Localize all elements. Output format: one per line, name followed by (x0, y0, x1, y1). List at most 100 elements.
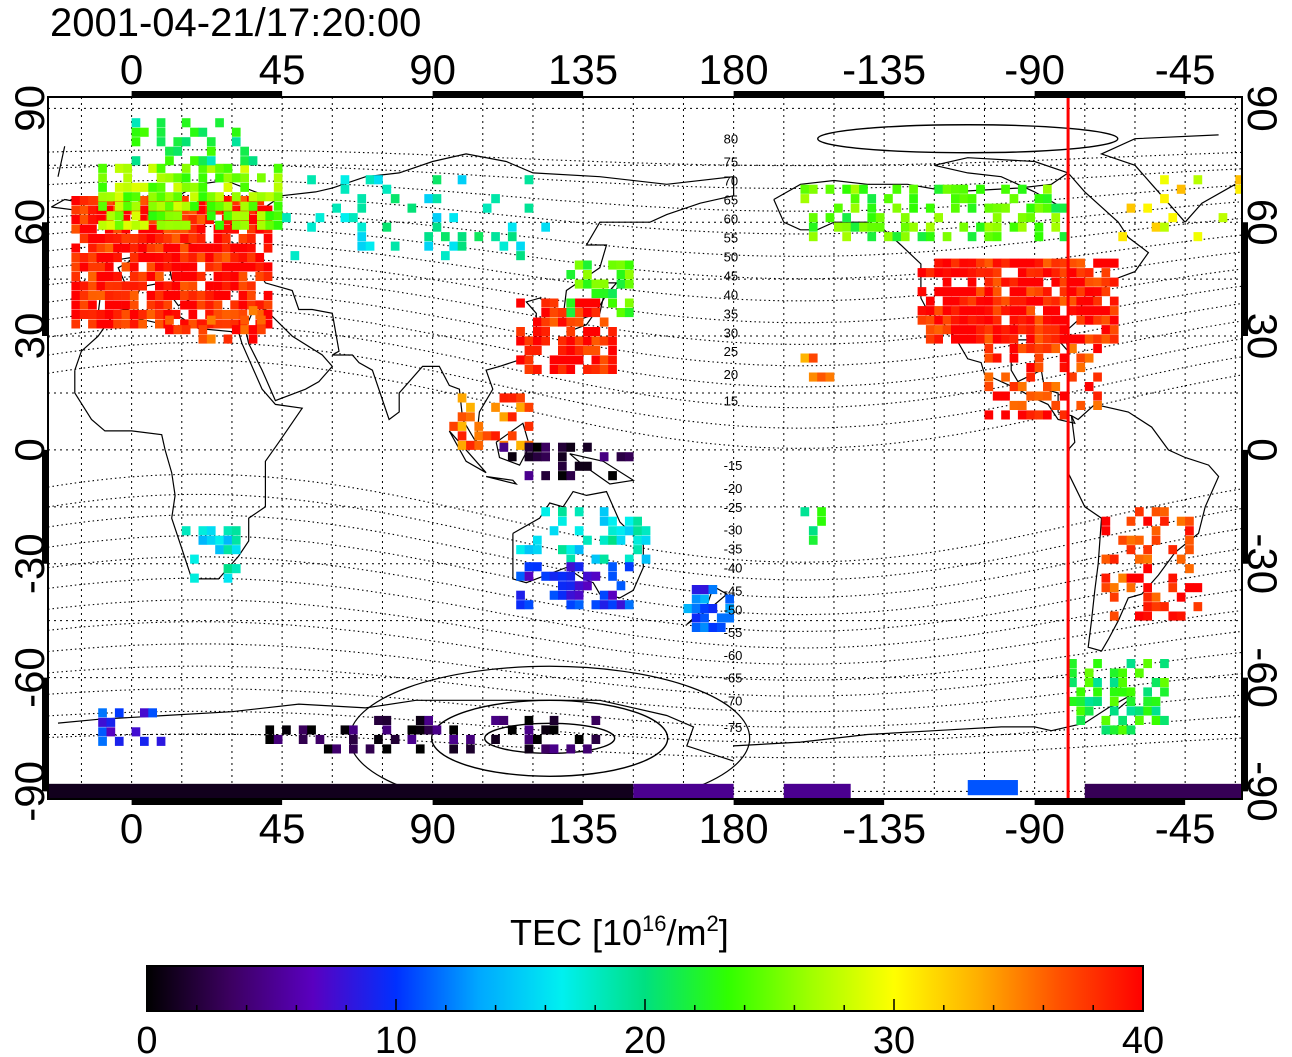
tec-cell (1101, 583, 1111, 593)
tec-cell (984, 203, 994, 213)
tec-cell (1009, 258, 1019, 268)
tec-cell (474, 431, 484, 441)
tec-cell (240, 220, 249, 230)
tec-cell (79, 215, 89, 225)
tec-cell (1109, 554, 1119, 564)
tec-cell (1076, 400, 1086, 410)
tec-cell (1109, 611, 1119, 621)
tec-cell (240, 173, 249, 183)
tec-cell (357, 241, 367, 251)
tec-cell (1143, 602, 1152, 612)
tec-cell (181, 220, 191, 230)
tec-cell (992, 287, 1002, 297)
tec-cell (992, 325, 1002, 335)
tec-strip (48, 783, 634, 799)
tec-cell (992, 296, 1002, 306)
tec-cell (221, 243, 231, 253)
contour-label: 65 (724, 192, 738, 207)
tec-cell (123, 220, 132, 230)
tec-cell (992, 277, 1002, 287)
tec-cell (1118, 725, 1127, 735)
tec-cell (1051, 382, 1061, 392)
tec-cell (608, 526, 617, 536)
colorbar-tick-label: 30 (873, 1020, 915, 1057)
tec-cell (180, 243, 189, 253)
tec-cell (131, 211, 141, 221)
tec-cell (449, 421, 458, 431)
tec-cell (79, 205, 89, 215)
tec-cell (541, 308, 550, 318)
tec-cell (1109, 696, 1119, 706)
tec-cell (263, 271, 273, 281)
tec-cell (146, 243, 156, 253)
tec-cell (1059, 232, 1069, 242)
tec-cell (700, 604, 709, 614)
tec-cell (263, 319, 273, 329)
tec-cell (1026, 363, 1035, 373)
tec-cell (1101, 725, 1111, 735)
tec-cell (96, 290, 106, 300)
tec-cell (976, 287, 985, 297)
tec-cell (138, 215, 147, 225)
tec-cell (114, 201, 124, 211)
tec-cell (808, 526, 818, 536)
tec-cell (624, 600, 634, 610)
tec-cell (163, 290, 173, 300)
tec-cell (156, 118, 166, 128)
tec-cell (206, 334, 216, 344)
tec-cell (121, 319, 131, 329)
tec-cell (1143, 706, 1152, 716)
tec-cell (541, 336, 550, 346)
tec-cell (96, 319, 106, 329)
tec-cell (1043, 344, 1052, 354)
tec-cell (1101, 715, 1111, 725)
tec-cell (976, 315, 985, 325)
tec-cell (591, 554, 601, 564)
tec-cell (415, 725, 425, 735)
tec-cell (407, 203, 417, 213)
tec-cell (1068, 372, 1077, 382)
tec-cell (148, 211, 157, 221)
tec-cell (106, 717, 116, 727)
tec-cell (148, 201, 157, 211)
tec-cell (959, 268, 969, 278)
tec-cell (415, 715, 425, 725)
tec-cell (1135, 668, 1144, 678)
tec-cell (574, 355, 584, 365)
tec-cell (221, 281, 231, 291)
contour-label: 60 (724, 211, 738, 226)
tec-cell (616, 308, 626, 318)
tec-cell (156, 127, 166, 137)
tec-cell (616, 581, 626, 591)
tec-cell (1160, 222, 1169, 232)
tec-cell (507, 222, 517, 232)
tec-cell (1034, 353, 1044, 363)
tec-cell (934, 184, 943, 194)
tec-cell (917, 287, 927, 297)
tec-cell (138, 281, 147, 291)
tec-cell (808, 232, 818, 242)
tec-cell (221, 262, 231, 272)
tec-cell (591, 336, 601, 346)
tec-cell (951, 296, 960, 306)
tec-cell (1185, 526, 1194, 536)
tec-cell (156, 173, 166, 183)
tec-cell (1043, 391, 1052, 401)
tec-cell (121, 281, 131, 291)
tec-cell (909, 194, 918, 204)
tec-cell (934, 268, 943, 278)
tec-cell (263, 205, 273, 215)
tec-cell (566, 554, 576, 564)
tec-cell (1143, 554, 1152, 564)
tec-cell (223, 334, 233, 344)
tec-cell (374, 715, 383, 725)
tec-cell (1076, 334, 1086, 344)
tec-cell (959, 334, 969, 344)
tec-cell (942, 315, 952, 325)
tec-cell (181, 182, 191, 192)
tec-cell (482, 203, 492, 213)
tec-cell (842, 213, 851, 223)
tec-cell (223, 535, 233, 545)
tec-cell (273, 192, 283, 202)
tec-cell (231, 545, 241, 555)
